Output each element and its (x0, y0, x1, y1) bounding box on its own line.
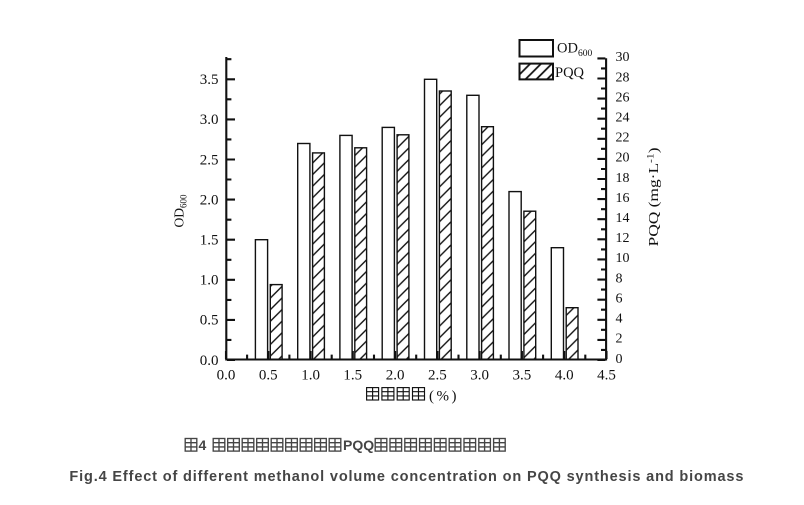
svg-text:2.0: 2.0 (200, 192, 219, 208)
svg-text:3.5: 3.5 (513, 368, 532, 384)
svg-text:4.5: 4.5 (597, 368, 616, 384)
svg-text:6: 6 (616, 292, 623, 307)
svg-text:0: 0 (616, 352, 623, 367)
svg-text:16: 16 (616, 191, 630, 206)
svg-text:2.5: 2.5 (428, 368, 447, 384)
svg-text:0.5: 0.5 (200, 313, 219, 329)
svg-text:1.5: 1.5 (343, 368, 362, 384)
svg-text:4.0: 4.0 (555, 368, 574, 384)
svg-text:0.0: 0.0 (200, 353, 219, 369)
svg-text:(%): (%) (429, 388, 459, 404)
svg-text:1.5: 1.5 (200, 233, 219, 249)
svg-text:3.0: 3.0 (470, 368, 489, 384)
svg-text:Fig.4 Effect of different meth: Fig.4 Effect of different methanol volum… (69, 469, 743, 485)
svg-text:4: 4 (199, 437, 207, 453)
svg-text:22: 22 (616, 131, 630, 146)
svg-text:0.0: 0.0 (217, 368, 236, 384)
svg-text:10: 10 (616, 251, 630, 266)
svg-text:20: 20 (616, 151, 630, 166)
svg-text:1.0: 1.0 (301, 368, 320, 384)
svg-text:2: 2 (616, 332, 623, 347)
svg-text:28: 28 (616, 70, 630, 85)
svg-text:26: 26 (616, 90, 630, 105)
svg-text:14: 14 (616, 211, 630, 226)
svg-text:0.5: 0.5 (259, 368, 278, 384)
svg-text:30: 30 (616, 50, 630, 65)
svg-text:24: 24 (616, 111, 630, 126)
svg-text:1.0: 1.0 (200, 273, 219, 289)
svg-text:PQQ: PQQ (555, 65, 585, 81)
svg-text:8: 8 (616, 271, 623, 286)
svg-text:2.5: 2.5 (200, 152, 219, 168)
svg-text:12: 12 (616, 231, 630, 246)
svg-text:3.0: 3.0 (200, 112, 219, 128)
svg-text:4: 4 (616, 312, 623, 327)
svg-text:18: 18 (616, 171, 630, 186)
svg-text:PQQ (mg·L-1): PQQ (mg·L-1) (646, 148, 662, 247)
svg-text:3.5: 3.5 (200, 72, 219, 88)
svg-text:2.0: 2.0 (386, 368, 405, 384)
svg-text:PQQ: PQQ (343, 437, 374, 453)
